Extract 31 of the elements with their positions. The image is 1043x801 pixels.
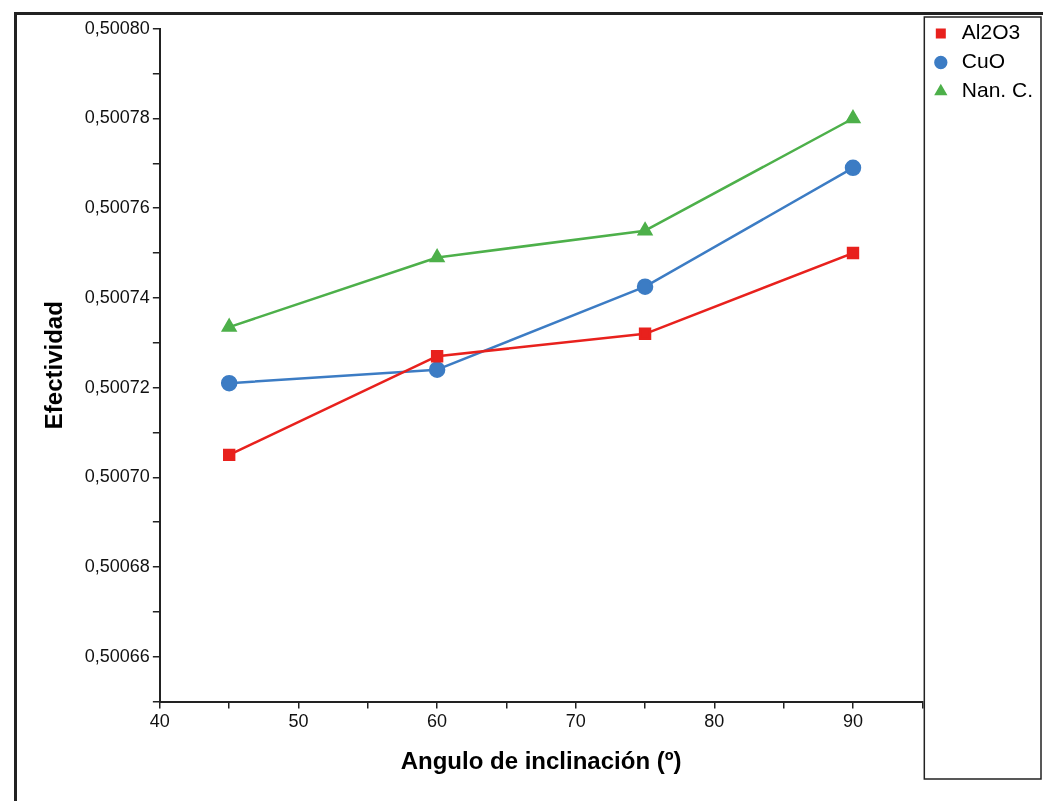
point	[221, 318, 237, 332]
x-tick-label: 40	[149, 711, 170, 732]
point	[636, 278, 654, 295]
y-tick-label: 0,50070	[84, 466, 150, 487]
y-tick-label: 0,50078	[84, 107, 150, 128]
y-tick-label: 0,50074	[84, 286, 150, 307]
point	[220, 374, 238, 392]
point	[844, 159, 862, 177]
y-tick-label: 0,50068	[84, 556, 150, 577]
y-tick-label: 0,50072	[84, 376, 150, 397]
y-tick-label: 0,50066	[84, 645, 150, 666]
point	[846, 246, 860, 260]
legend-label: Al2O3	[961, 20, 1021, 44]
point	[637, 222, 653, 236]
x-tick-label: 50	[288, 711, 309, 732]
point	[845, 110, 861, 124]
point	[429, 249, 445, 263]
x-tick-label: 60	[427, 711, 448, 732]
point	[222, 448, 236, 462]
legend-label: CuO	[961, 49, 1005, 73]
point	[428, 361, 446, 378]
y-tick-label: 0,50076	[84, 197, 150, 218]
x-tick-label: 80	[704, 711, 725, 732]
x-tick-label: 90	[842, 711, 864, 732]
legend-label: Nan. C.	[961, 78, 1034, 102]
point	[430, 350, 444, 363]
y-axis-title: Efectividad	[40, 301, 68, 430]
x-tick-label: 70	[565, 711, 586, 732]
x-axis-title: Angulo de inclinación (º)	[400, 747, 682, 775]
point	[638, 327, 652, 340]
y-tick-label: 0,50080	[84, 17, 150, 38]
